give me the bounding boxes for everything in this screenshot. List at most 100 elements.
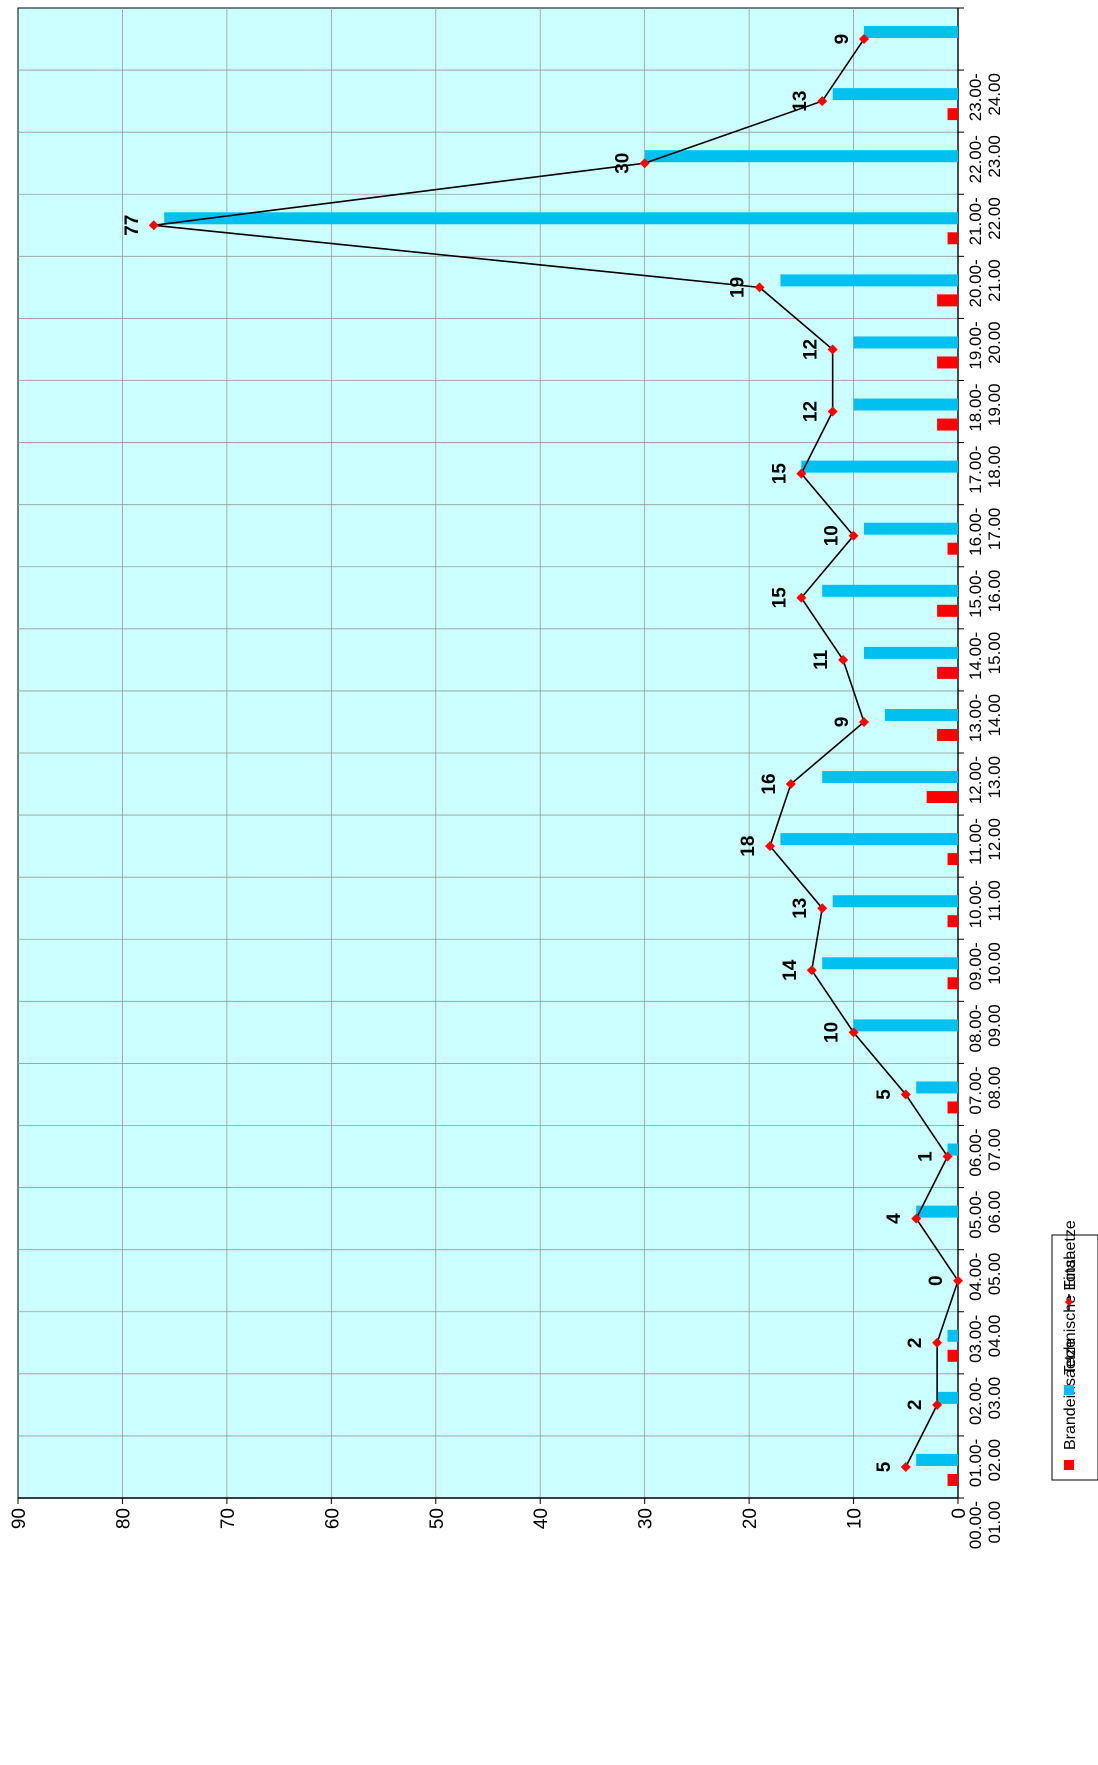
- category-label: 17.00: [985, 508, 1004, 551]
- bar-technische-einsaetze: [832, 88, 958, 101]
- total-data-label: 10: [822, 1022, 843, 1043]
- bar-brandeinsaetze: [937, 418, 958, 431]
- total-data-label: 10: [822, 525, 843, 546]
- total-data-label: 11: [811, 649, 832, 670]
- category-label: 04.00: [985, 1315, 1004, 1358]
- bar-brandeinsaetze: [937, 356, 958, 369]
- value-tick-label: 70: [218, 1508, 239, 1529]
- total-marker: [848, 530, 859, 541]
- category-label: 09.00: [985, 1004, 1004, 1047]
- category-label: 08.00: [985, 1066, 1004, 1109]
- bar-technische-einsaetze: [780, 274, 958, 287]
- bar-brandeinsaetze: [937, 666, 958, 679]
- category-label: 12.00: [985, 818, 1004, 861]
- category-label: 01.00: [985, 1501, 1004, 1544]
- category-label: 05.00: [985, 1253, 1004, 1296]
- total-marker: [932, 1399, 943, 1410]
- total-marker: [911, 1213, 922, 1224]
- bar-technische-einsaetze: [937, 1391, 958, 1404]
- total-marker: [859, 34, 869, 45]
- bars: [164, 26, 958, 1486]
- total-marker: [785, 779, 796, 790]
- total-data-label: 13: [790, 898, 811, 919]
- total-marker: [900, 1089, 911, 1100]
- category-label: 01.00-: [966, 1439, 985, 1487]
- category-label: 19.00-: [966, 321, 985, 369]
- value-tick-label: 10: [845, 1508, 866, 1529]
- total-marker: [859, 716, 869, 727]
- category-label: 13.00-: [966, 694, 985, 742]
- category-label: 10.00: [985, 942, 1004, 985]
- bar-technische-einsaetze: [822, 584, 958, 597]
- total-data-label: 2: [905, 1338, 926, 1349]
- bar-technische-einsaetze: [832, 895, 958, 908]
- total-marker: [900, 1461, 911, 1472]
- category-label: 06.00: [985, 1191, 1004, 1234]
- value-tick-label: 20: [740, 1508, 761, 1529]
- category-label: 23.00-: [966, 73, 985, 121]
- bar-technische-einsaetze: [853, 398, 958, 411]
- category-label: 21.00: [985, 259, 1004, 302]
- value-tick-label: 90: [9, 1508, 30, 1529]
- total-data-label: 0: [926, 1275, 947, 1286]
- category-label: 09.00-: [966, 942, 985, 990]
- total-marker: [754, 282, 765, 293]
- bar-technische-einsaetze: [853, 336, 958, 349]
- total-data-label: 9: [832, 717, 853, 728]
- total-data-label: 15: [769, 463, 790, 485]
- total-data-label: 77: [122, 215, 143, 236]
- total-data-label: 12: [801, 401, 822, 422]
- value-tick-label: 80: [113, 1508, 134, 1529]
- total-line: [153, 38, 959, 1468]
- category-label: 16.00-: [966, 508, 985, 556]
- bar-technische-einsaetze: [947, 1143, 958, 1156]
- total-marker: [827, 344, 838, 355]
- category-label: 13.00: [985, 756, 1004, 799]
- category-label: 22.00-: [966, 135, 985, 183]
- bar-brandeinsaetze: [947, 853, 958, 866]
- total-data-label: 19: [728, 277, 749, 298]
- total-data-label: 18: [738, 836, 759, 857]
- category-label: 05.00-: [966, 1191, 985, 1239]
- category-label: 23.00: [985, 135, 1004, 178]
- total-data-label: 5: [874, 1461, 895, 1472]
- legend-label: Technische Einsaetze: [1062, 1220, 1079, 1375]
- total-marker: [148, 220, 159, 231]
- category-label: 20.00: [985, 321, 1004, 364]
- total-marker: [765, 841, 775, 852]
- category-label: 11.00-: [966, 818, 985, 865]
- bar-brandeinsaetze: [937, 728, 958, 741]
- total-data-label: 14: [780, 959, 801, 981]
- value-tick-label: 60: [322, 1508, 343, 1529]
- total-markers: [148, 34, 963, 1472]
- bar-brandeinsaetze: [947, 108, 958, 121]
- bar-technische-einsaetze: [164, 212, 958, 225]
- bar-technische-einsaetze: [853, 1019, 958, 1032]
- category-label: 03.00-: [966, 1315, 985, 1363]
- category-label: 03.00: [985, 1377, 1004, 1420]
- bar-technische-einsaetze: [822, 771, 958, 784]
- total-marker: [953, 1275, 963, 1286]
- gridlines: [18, 8, 958, 1498]
- total-data-label: 15: [769, 587, 790, 609]
- legend-swatch: [1064, 1460, 1074, 1470]
- total-data-label: 12: [801, 339, 822, 360]
- category-label: 19.00: [985, 383, 1004, 426]
- bar-brandeinsaetze: [947, 232, 958, 245]
- bar-brandeinsaetze: [947, 542, 958, 555]
- total-marker: [817, 903, 828, 914]
- total-marker: [817, 96, 828, 107]
- category-label: 21.00-: [966, 197, 985, 245]
- category-label: 22.00: [985, 197, 1004, 240]
- bar-technische-einsaetze: [864, 26, 958, 39]
- category-label: 15.00: [985, 632, 1004, 675]
- category-label: 02.00: [985, 1439, 1004, 1482]
- bar-brandeinsaetze: [937, 604, 958, 617]
- bar-technische-einsaetze: [916, 1453, 958, 1466]
- total-marker: [639, 158, 650, 169]
- value-tick-label: 40: [531, 1508, 552, 1529]
- category-label: 08.00-: [966, 1004, 985, 1052]
- category-label: 17.00-: [966, 446, 985, 494]
